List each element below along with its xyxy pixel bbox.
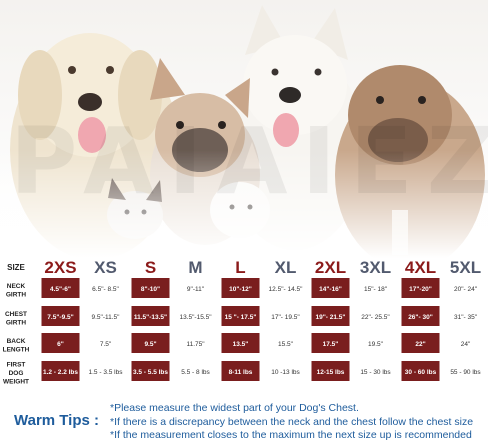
size-cell-bg-2-3	[131, 333, 170, 353]
size-cell-3XL-chest: 22"- 25.5"	[361, 314, 390, 321]
warm-tips-title: Warm Tips :	[14, 412, 100, 429]
size-cell-bg-0-1	[41, 278, 80, 298]
size-cell-5XL-chest: 31"- 35"	[454, 314, 478, 321]
tip-line-2: *If there is a discrepancy between the n…	[110, 416, 474, 428]
size-cell-bg-2-1	[131, 278, 170, 298]
size-label-XS: XS	[94, 258, 117, 277]
size-cell-5XL-back: 24"	[461, 341, 471, 348]
size-cell-L-back: 13.5"	[233, 341, 249, 348]
size-cell-2XS-weight: 1.2 - 2.2 lbs	[43, 369, 78, 376]
size-cell-bg-6-1	[311, 278, 350, 298]
size-label-2XS: 2XS	[44, 258, 76, 277]
size-cell-S-back: 9.5"	[144, 341, 156, 348]
size-cell-5XL-neck: 20"- 24"	[454, 286, 478, 293]
row-label-4-1: DOG	[9, 370, 24, 377]
size-cell-bg-0-4	[41, 361, 80, 381]
size-cell-2XS-neck: 4.5"-6"	[50, 286, 71, 293]
dogs-photo: PAIAIEZ	[0, 0, 488, 258]
row-label-3-1: LENGTH	[3, 346, 30, 353]
size-cell-XS-back: 7.5"	[100, 341, 112, 348]
size-cell-4XL-neck: 17"-20"	[409, 286, 432, 293]
size-cell-XL-weight: 10 -13 lbs	[271, 369, 300, 376]
size-cell-L-weight: 8-11 lbs	[229, 369, 253, 376]
size-cell-XS-chest: 9.5"-11.5"	[92, 314, 121, 321]
size-cell-2XL-weight: 12-15 lbs	[317, 369, 345, 376]
size-label-XL: XL	[275, 258, 297, 277]
row-label-3-0: BACK	[7, 338, 26, 345]
size-cell-XL-back: 15.5"	[278, 341, 294, 348]
size-label-5XL: 5XL	[450, 258, 481, 277]
size-label-2XL: 2XL	[315, 258, 346, 277]
size-cell-2XS-back: 6"	[57, 341, 64, 348]
brand-watermark: PAIAIEZ	[10, 108, 488, 215]
size-chart: SIZE NECK GIRTH CHEST GIRTH BACK LENGTH FIRST DO…	[0, 255, 488, 387]
size-cell-4XL-back: 22"	[415, 341, 425, 348]
size-cell-bg-6-3	[311, 333, 350, 353]
size-cell-bg-4-2	[221, 306, 260, 326]
size-label-L: L	[235, 258, 245, 277]
tip-line-1: *Please measure the widest part of your …	[110, 402, 359, 414]
size-cell-XS-neck: 6.5"- 8.5"	[92, 286, 119, 293]
row-label-0-0: SIZE	[7, 263, 25, 272]
row-label-2-0: CHEST	[5, 311, 27, 318]
size-cell-M-chest: 13.5"-15.5"	[179, 314, 212, 321]
size-cell-S-neck: 8"-10"	[141, 286, 160, 293]
size-cell-3XL-weight: 15 - 30 lbs	[360, 369, 391, 376]
size-cell-S-weight: 3.5 - 5.5 lbs	[133, 369, 168, 376]
size-cell-bg-8-4	[401, 361, 440, 381]
size-cell-L-neck: 10"-12"	[229, 286, 252, 293]
size-cell-3XL-neck: 15"- 18"	[364, 286, 388, 293]
size-cell-XL-chest: 17"- 19.5"	[271, 314, 300, 321]
row-label-4-0: FIRST	[7, 362, 26, 369]
size-cell-bg-4-4	[221, 361, 260, 381]
size-cell-M-weight: 5.5 - 8 lbs	[181, 369, 210, 376]
size-cell-bg-0-2	[41, 306, 80, 326]
tip-line-3: *If the measurement closes to the maximu…	[110, 429, 472, 441]
row-label-1-0: NECK	[7, 283, 26, 290]
size-cell-2XL-neck: 14"-16"	[319, 286, 342, 293]
size-cell-bg-2-4	[131, 361, 170, 381]
size-label-4XL: 4XL	[405, 258, 436, 277]
size-cell-2XL-chest: 19"- 21.5"	[315, 314, 345, 321]
size-label-M: M	[188, 258, 202, 277]
size-cell-3XL-back: 19.5"	[368, 341, 384, 348]
size-cell-bg-8-3	[401, 333, 440, 353]
size-cell-4XL-chest: 26"- 30"	[408, 314, 433, 321]
size-cell-S-chest: 11.5"-13.5"	[134, 314, 167, 321]
row-label-2-1: GIRTH	[6, 319, 27, 326]
size-cell-L-chest: 15 "- 17.5"	[225, 314, 257, 321]
size-cell-XL-neck: 12.5"- 14.5"	[269, 286, 304, 293]
size-cell-bg-6-2	[311, 306, 350, 326]
size-cell-5XL-weight: 55 - 90 lbs	[450, 369, 481, 376]
row-label-1-1: GIRTH	[6, 291, 27, 298]
size-cell-M-neck: 9"-11"	[187, 286, 205, 293]
size-cell-bg-4-3	[221, 333, 260, 353]
dogs-illustration	[0, 5, 488, 258]
row-label-4-2: WEIGHT	[3, 379, 29, 386]
size-cell-2XL-back: 17.5"	[323, 341, 339, 348]
size-cell-XS-weight: 1.5 - 3.5 lbs	[89, 369, 124, 376]
size-cell-M-back: 11.75"	[186, 341, 205, 348]
size-cell-bg-8-2	[401, 306, 440, 326]
size-cell-4XL-weight: 30 - 60 lbs	[405, 369, 437, 376]
size-cell-2XS-chest: 7.5"-9.5"	[47, 314, 73, 321]
size-cell-bg-6-4	[311, 361, 350, 381]
size-label-3XL: 3XL	[360, 258, 391, 277]
size-label-S: S	[145, 258, 156, 277]
size-chart-table: SIZENECKGIRTHCHESTGIRTHBACKLENGTHFIRSTDO…	[3, 258, 482, 386]
size-cell-bg-8-1	[401, 278, 440, 298]
size-cell-bg-4-1	[221, 278, 260, 298]
size-cell-bg-0-3	[41, 333, 80, 353]
warm-tips: Warm Tips : *Please measure the widest p…	[0, 398, 488, 441]
size-cell-bg-2-2	[131, 306, 170, 326]
